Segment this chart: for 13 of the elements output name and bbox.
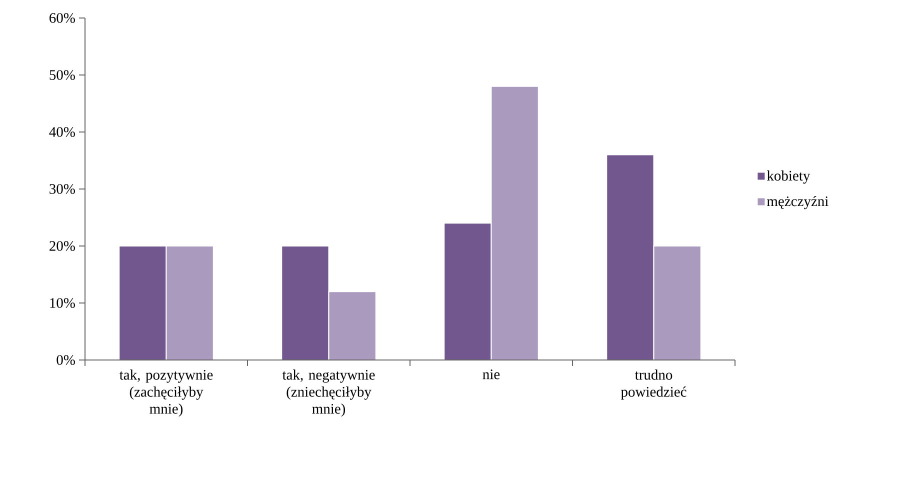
x-tick-label: tak, pozytywnie (zachęciłyby mnie) — [119, 370, 213, 417]
x-tick-label: tak, negatywnie (zniechęciłyby mnie) — [282, 370, 375, 417]
y-tick-label: 0% — [56, 355, 75, 365]
y-tick-label: 30% — [50, 184, 75, 194]
y-tick-label: 10% — [50, 298, 75, 308]
y-tick-label: 20% — [50, 241, 75, 251]
x-tick-label: trudno powiedzieć — [620, 370, 686, 400]
y-tick-label: 40% — [49, 127, 75, 137]
x-tick-label: nie — [482, 370, 500, 380]
legend-label: kobiety — [766, 170, 810, 184]
y-tick-label: 60% — [50, 13, 75, 23]
y-tick-label: 50% — [50, 70, 75, 80]
legend-label: mężczyźni — [766, 196, 828, 210]
